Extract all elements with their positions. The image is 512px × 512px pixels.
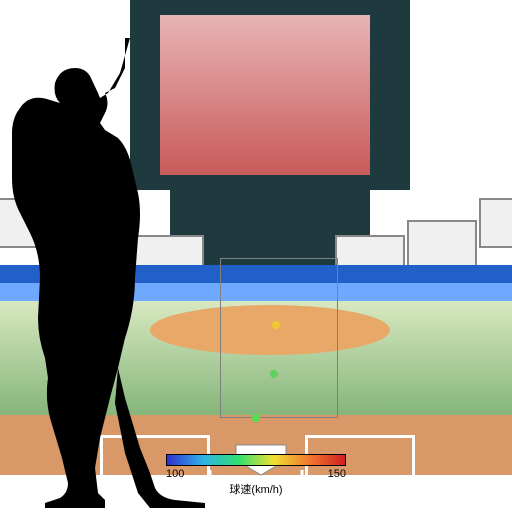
- colorbar-tick: 150: [328, 468, 346, 480]
- colorbar-tick: 100: [166, 468, 184, 480]
- batter-silhouette-icon: [0, 38, 245, 508]
- pitch-dot: [270, 370, 278, 378]
- stand-section: [407, 220, 477, 270]
- colorbar-label: 球速(km/h): [166, 481, 346, 497]
- stand-section: [479, 198, 512, 248]
- colorbar-gradient: [166, 454, 346, 466]
- colorbar: 100 150 球速(km/h): [166, 454, 346, 497]
- pitch-dot: [272, 321, 280, 329]
- pitch-location-chart: 100 150 球速(km/h): [0, 0, 512, 512]
- pitch-dot: [252, 414, 260, 422]
- colorbar-ticks: 100 150: [166, 468, 346, 480]
